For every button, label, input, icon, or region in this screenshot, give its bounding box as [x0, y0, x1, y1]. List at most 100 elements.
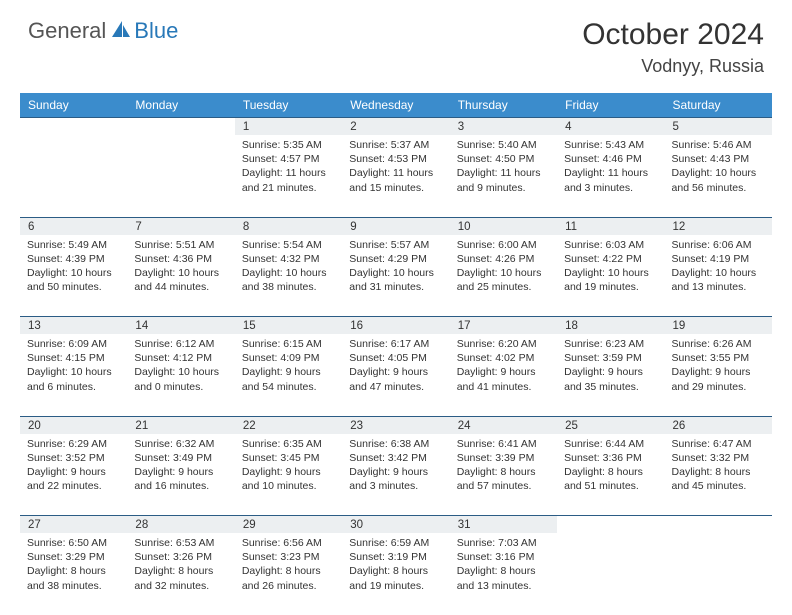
daylight-text: Daylight: 10 hours and 50 minutes. — [27, 266, 120, 294]
day-cell: Sunrise: 6:41 AMSunset: 3:39 PMDaylight:… — [450, 434, 557, 516]
daylight-text: Daylight: 10 hours and 6 minutes. — [27, 365, 120, 393]
day-number: 3 — [450, 118, 557, 136]
day-cell-content: Sunrise: 6:09 AMSunset: 4:15 PMDaylight:… — [20, 334, 127, 399]
day-number: 8 — [235, 217, 342, 235]
sunset-text: Sunset: 4:12 PM — [134, 351, 227, 365]
calendar-table: SundayMondayTuesdayWednesdayThursdayFrid… — [20, 93, 772, 615]
day-cell-content: Sunrise: 6:53 AMSunset: 3:26 PMDaylight:… — [127, 533, 234, 598]
day-cell-content: Sunrise: 6:03 AMSunset: 4:22 PMDaylight:… — [557, 235, 664, 300]
day-number: 29 — [235, 516, 342, 534]
sunset-text: Sunset: 4:22 PM — [564, 252, 657, 266]
sunrise-text: Sunrise: 6:17 AM — [349, 337, 442, 351]
day-cell-content: Sunrise: 5:37 AMSunset: 4:53 PMDaylight:… — [342, 135, 449, 200]
day-cell: Sunrise: 5:57 AMSunset: 4:29 PMDaylight:… — [342, 235, 449, 317]
weekday-header: Wednesday — [342, 93, 449, 118]
daylight-text: Daylight: 9 hours and 22 minutes. — [27, 465, 120, 493]
day-number-row: 2728293031 — [20, 516, 772, 534]
daylight-text: Daylight: 10 hours and 38 minutes. — [242, 266, 335, 294]
day-cell: Sunrise: 5:54 AMSunset: 4:32 PMDaylight:… — [235, 235, 342, 317]
brand-logo: General Blue — [28, 18, 178, 44]
sunrise-text: Sunrise: 6:47 AM — [672, 437, 765, 451]
sunset-text: Sunset: 3:39 PM — [457, 451, 550, 465]
daylight-text: Daylight: 8 hours and 38 minutes. — [27, 564, 120, 592]
sunset-text: Sunset: 4:43 PM — [672, 152, 765, 166]
daylight-text: Daylight: 10 hours and 31 minutes. — [349, 266, 442, 294]
weekday-header: Friday — [557, 93, 664, 118]
day-number: 20 — [20, 416, 127, 434]
sunset-text: Sunset: 3:19 PM — [349, 550, 442, 564]
day-number: 14 — [127, 317, 234, 335]
sunrise-text: Sunrise: 7:03 AM — [457, 536, 550, 550]
day-number: 13 — [20, 317, 127, 335]
empty-cell — [665, 533, 772, 615]
sunset-text: Sunset: 4:05 PM — [349, 351, 442, 365]
sunset-text: Sunset: 3:32 PM — [672, 451, 765, 465]
daylight-text: Daylight: 10 hours and 25 minutes. — [457, 266, 550, 294]
day-number: 31 — [450, 516, 557, 534]
day-cell: Sunrise: 6:47 AMSunset: 3:32 PMDaylight:… — [665, 434, 772, 516]
daylight-text: Daylight: 10 hours and 0 minutes. — [134, 365, 227, 393]
sail-icon — [110, 19, 132, 44]
day-number: 5 — [665, 118, 772, 136]
day-cell-content: Sunrise: 6:26 AMSunset: 3:55 PMDaylight:… — [665, 334, 772, 399]
day-number: 1 — [235, 118, 342, 136]
day-cell: Sunrise: 6:38 AMSunset: 3:42 PMDaylight:… — [342, 434, 449, 516]
day-number: 24 — [450, 416, 557, 434]
sunrise-text: Sunrise: 6:23 AM — [564, 337, 657, 351]
day-cell-content: Sunrise: 6:59 AMSunset: 3:19 PMDaylight:… — [342, 533, 449, 598]
sunset-text: Sunset: 3:16 PM — [457, 550, 550, 564]
day-cell: Sunrise: 6:59 AMSunset: 3:19 PMDaylight:… — [342, 533, 449, 615]
daylight-text: Daylight: 9 hours and 29 minutes. — [672, 365, 765, 393]
day-number: 19 — [665, 317, 772, 335]
day-cell-content: Sunrise: 6:06 AMSunset: 4:19 PMDaylight:… — [665, 235, 772, 300]
day-cell: Sunrise: 5:43 AMSunset: 4:46 PMDaylight:… — [557, 135, 664, 217]
sunset-text: Sunset: 4:15 PM — [27, 351, 120, 365]
empty-cell — [557, 516, 664, 534]
day-cell-content: Sunrise: 5:40 AMSunset: 4:50 PMDaylight:… — [450, 135, 557, 200]
day-number: 28 — [127, 516, 234, 534]
day-cell-content: Sunrise: 5:49 AMSunset: 4:39 PMDaylight:… — [20, 235, 127, 300]
sunset-text: Sunset: 4:39 PM — [27, 252, 120, 266]
header: General Blue October 2024 Vodnyy, Russia — [0, 0, 792, 85]
day-cell-content: Sunrise: 6:17 AMSunset: 4:05 PMDaylight:… — [342, 334, 449, 399]
day-cell-content: Sunrise: 6:12 AMSunset: 4:12 PMDaylight:… — [127, 334, 234, 399]
day-number-row: 13141516171819 — [20, 317, 772, 335]
sunrise-text: Sunrise: 6:03 AM — [564, 238, 657, 252]
day-number: 2 — [342, 118, 449, 136]
sunrise-text: Sunrise: 5:37 AM — [349, 138, 442, 152]
sunset-text: Sunset: 4:09 PM — [242, 351, 335, 365]
sunset-text: Sunset: 3:55 PM — [672, 351, 765, 365]
day-number: 15 — [235, 317, 342, 335]
weekday-header: Tuesday — [235, 93, 342, 118]
day-cell: Sunrise: 6:23 AMSunset: 3:59 PMDaylight:… — [557, 334, 664, 416]
day-cell: Sunrise: 5:35 AMSunset: 4:57 PMDaylight:… — [235, 135, 342, 217]
weekday-header: Saturday — [665, 93, 772, 118]
sunset-text: Sunset: 3:45 PM — [242, 451, 335, 465]
day-number: 30 — [342, 516, 449, 534]
daylight-text: Daylight: 9 hours and 54 minutes. — [242, 365, 335, 393]
day-number-row: 20212223242526 — [20, 416, 772, 434]
day-cell-content: Sunrise: 6:23 AMSunset: 3:59 PMDaylight:… — [557, 334, 664, 399]
day-number: 25 — [557, 416, 664, 434]
sunset-text: Sunset: 4:36 PM — [134, 252, 227, 266]
weekday-header: Sunday — [20, 93, 127, 118]
day-cell-content: Sunrise: 6:35 AMSunset: 3:45 PMDaylight:… — [235, 434, 342, 499]
daylight-text: Daylight: 11 hours and 21 minutes. — [242, 166, 335, 194]
day-cell-content: Sunrise: 7:03 AMSunset: 3:16 PMDaylight:… — [450, 533, 557, 598]
day-number-row: 12345 — [20, 118, 772, 136]
empty-cell — [665, 516, 772, 534]
day-cell-content: Sunrise: 6:32 AMSunset: 3:49 PMDaylight:… — [127, 434, 234, 499]
sunrise-text: Sunrise: 6:26 AM — [672, 337, 765, 351]
day-cell: Sunrise: 6:20 AMSunset: 4:02 PMDaylight:… — [450, 334, 557, 416]
sunrise-text: Sunrise: 5:49 AM — [27, 238, 120, 252]
daylight-text: Daylight: 8 hours and 26 minutes. — [242, 564, 335, 592]
daylight-text: Daylight: 8 hours and 13 minutes. — [457, 564, 550, 592]
day-content-row: Sunrise: 6:50 AMSunset: 3:29 PMDaylight:… — [20, 533, 772, 615]
daylight-text: Daylight: 9 hours and 3 minutes. — [349, 465, 442, 493]
day-cell: Sunrise: 6:44 AMSunset: 3:36 PMDaylight:… — [557, 434, 664, 516]
daylight-text: Daylight: 9 hours and 41 minutes. — [457, 365, 550, 393]
sunrise-text: Sunrise: 6:41 AM — [457, 437, 550, 451]
sunrise-text: Sunrise: 6:53 AM — [134, 536, 227, 550]
daylight-text: Daylight: 11 hours and 3 minutes. — [564, 166, 657, 194]
day-cell: Sunrise: 7:03 AMSunset: 3:16 PMDaylight:… — [450, 533, 557, 615]
